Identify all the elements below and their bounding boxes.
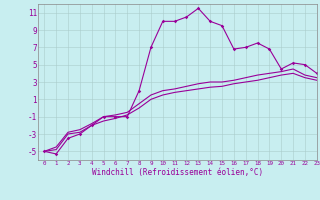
X-axis label: Windchill (Refroidissement éolien,°C): Windchill (Refroidissement éolien,°C) [92,168,263,177]
